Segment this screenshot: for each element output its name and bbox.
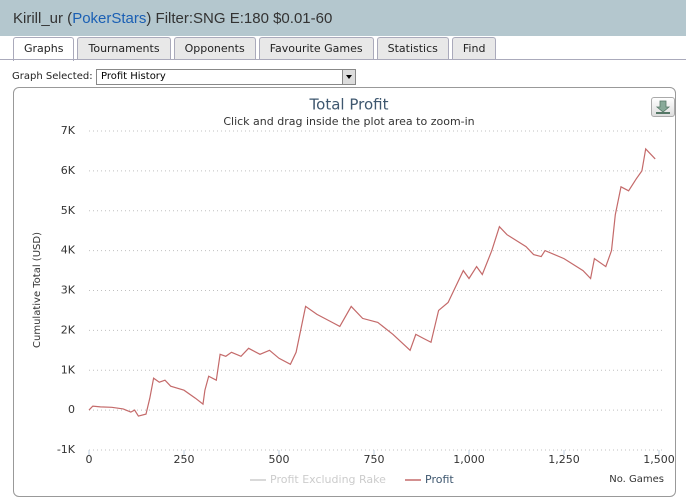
download-icon: [655, 100, 671, 114]
legend-item[interactable]: Profit Excluding Rake: [270, 473, 386, 486]
tab[interactable]: Tournaments: [77, 37, 171, 59]
y-axis-label: Cumulative Total (USD): [32, 232, 43, 348]
user: Kirill_ur (: [13, 10, 73, 27]
select-arrow[interactable]: [342, 70, 355, 84]
chart-panel: [13, 87, 676, 497]
y-tick-label: 3K: [61, 284, 76, 297]
y-tick-label: 6K: [61, 164, 76, 177]
profit-line: [88, 147, 656, 417]
x-tick-label: 750: [364, 453, 385, 466]
y-tick-label: 1K: [61, 363, 76, 376]
x-tick-label: 0: [86, 453, 93, 466]
graph-select[interactable]: Profit History: [96, 69, 356, 85]
selector-label: Graph Selected:: [12, 71, 93, 82]
y-tick-label: 7K: [61, 124, 76, 137]
y-tick-label: 5K: [61, 204, 76, 217]
tab-line: [0, 59, 686, 60]
tab[interactable]: Favourite Games: [258, 37, 374, 59]
header-title: Kirill_ur (PokerStars) Filter:SNG E:180 …: [13, 10, 332, 27]
x-tick-label: 1,000: [453, 453, 485, 466]
x-tick-label: 1,250: [548, 453, 580, 466]
filter: ) Filter:SNG E:180 $0.01-60: [146, 10, 333, 27]
legend-item[interactable]: Profit: [425, 473, 454, 486]
x-tick-label: 1,500: [643, 453, 675, 466]
site-link[interactable]: PokerStars: [72, 10, 147, 27]
tab[interactable]: Statistics: [376, 37, 449, 59]
y-tick-label: 4K: [61, 244, 76, 257]
y-tick-label: 0: [68, 403, 75, 416]
tab[interactable]: Find: [451, 37, 497, 59]
tab-bar: Graphs Tournaments Opponents Favourite Game…: [13, 37, 497, 61]
tab[interactable]: Graphs: [13, 37, 75, 61]
tab[interactable]: Opponents: [173, 37, 256, 59]
x-axis-label: No. Games: [609, 474, 664, 485]
header-bar: Kirill_ur (PokerStars) Filter:SNG E:180 …: [0, 0, 686, 36]
y-tick-label: -1K: [57, 443, 76, 456]
select-value: Profit History: [101, 71, 166, 82]
x-tick-label: 250: [174, 453, 195, 466]
y-tick-label: 2K: [61, 323, 76, 336]
chart-subtitle: Click and drag inside the plot area to z…: [223, 115, 474, 128]
x-tick-label: 500: [269, 453, 290, 466]
chart-title: Total Profit: [309, 96, 389, 114]
download-button[interactable]: [651, 97, 675, 117]
